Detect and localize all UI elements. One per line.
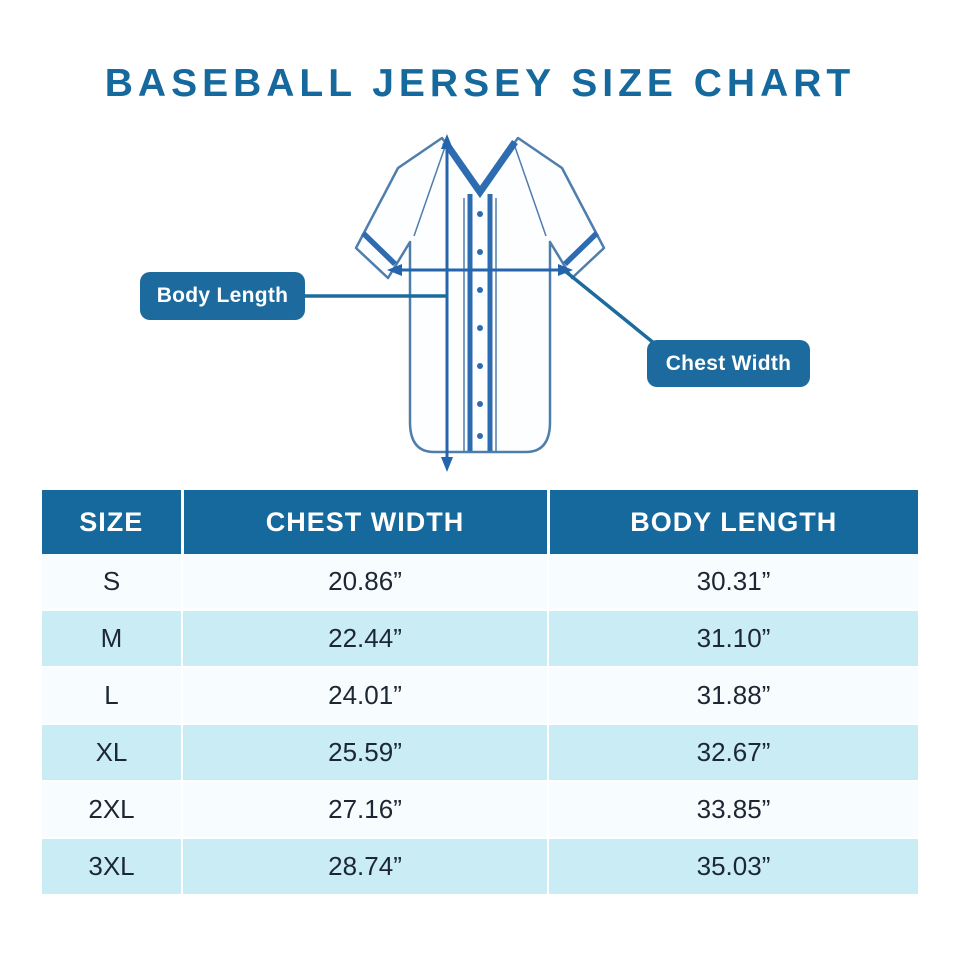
- table-row: S 20.86” 30.31”: [42, 554, 918, 611]
- header-row: SIZE CHEST WIDTH BODY LENGTH: [42, 490, 918, 554]
- jersey-sleeve-stripe-right: [563, 231, 599, 266]
- body-length-column-header: BODY LENGTH: [548, 490, 918, 554]
- chest-width-cell: 22.44”: [182, 610, 549, 668]
- body-length-cell: 31.88”: [548, 667, 918, 725]
- body-length-cell: 31.10”: [548, 610, 918, 668]
- size-cell: M: [42, 610, 183, 668]
- body-length-cell: 30.31”: [548, 554, 918, 611]
- table-row: L 24.01” 31.88”: [42, 667, 918, 725]
- body-length-cell: 32.67”: [548, 724, 918, 782]
- jersey-illustration: [354, 134, 606, 472]
- jersey-collar: [442, 139, 518, 199]
- size-cell: XL: [42, 724, 183, 782]
- body-length-label: Body Length: [140, 272, 305, 320]
- chest-width-cell: 27.16”: [182, 781, 549, 839]
- body-length-cell: 33.85”: [548, 781, 918, 839]
- size-cell: 3XL: [42, 838, 183, 894]
- table-row: XL 25.59” 32.67”: [42, 724, 918, 782]
- body-length-arrow: [441, 134, 453, 472]
- body-length-label-text: Body Length: [156, 284, 289, 307]
- size-cell: L: [42, 667, 183, 725]
- table-row: M 22.44” 31.10”: [42, 610, 918, 668]
- size-cell: S: [42, 554, 183, 611]
- table-row: 3XL 28.74” 35.03”: [42, 838, 918, 894]
- body-length-cell: 35.03”: [548, 838, 918, 894]
- size-column-header: SIZE: [42, 490, 184, 554]
- chest-width-cell: 25.59”: [182, 724, 549, 782]
- chest-width-connector-line: [563, 269, 662, 350]
- table-row: 2XL 27.16” 33.85”: [42, 781, 918, 839]
- jersey-buttons: [477, 211, 483, 439]
- jersey-diagram: [300, 134, 662, 472]
- page-title: BASEBALL JERSEY SIZE CHART: [104, 62, 856, 105]
- jersey-sleeve-stripe-left: [361, 231, 397, 266]
- chest-width-label: Chest Width: [647, 340, 810, 387]
- chest-width-cell: 28.74”: [182, 838, 549, 894]
- chest-width-cell: 20.86”: [182, 554, 549, 611]
- jersey-seam-left: [413, 143, 447, 237]
- size-cell: 2XL: [42, 781, 183, 839]
- size-table: SIZE CHEST WIDTH BODY LENGTH S 20.86” 30…: [42, 490, 918, 894]
- jersey-seam-right: [513, 143, 547, 237]
- chest-width-column-header: CHEST WIDTH: [182, 490, 550, 554]
- chest-width-cell: 24.01”: [182, 667, 549, 725]
- chest-width-label-text: Chest Width: [665, 351, 792, 375]
- jersey-body: [354, 136, 606, 454]
- chest-width-arrow: [387, 264, 573, 276]
